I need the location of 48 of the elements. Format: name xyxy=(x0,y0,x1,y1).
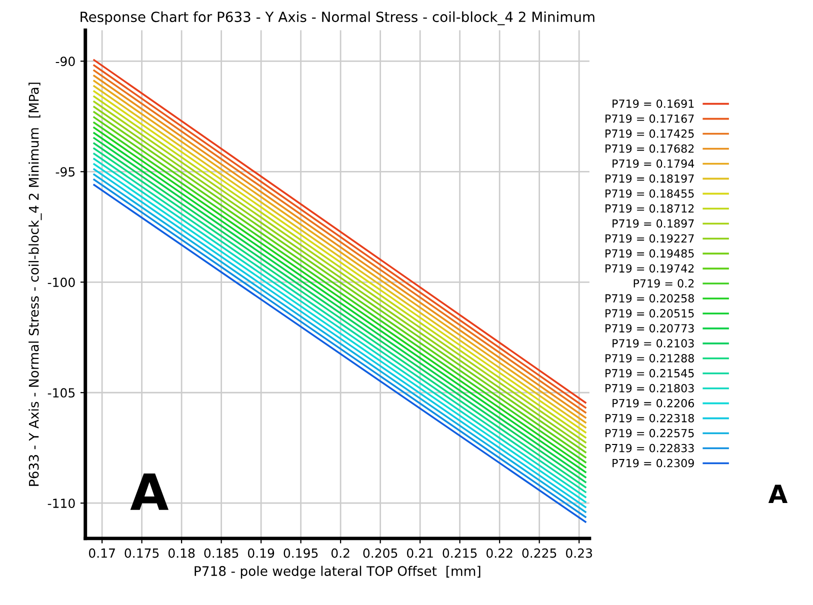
y-tick-label: -100 xyxy=(48,278,75,288)
x-tick-label: 0.185 xyxy=(204,548,238,558)
legend-label: P719 = 0.20258 xyxy=(606,294,694,303)
x-tick-label: 0.18 xyxy=(168,548,195,558)
legend-label: P719 = 0.1691 xyxy=(612,99,694,108)
legend-label: P719 = 0.22833 xyxy=(606,444,694,452)
text: A xyxy=(768,484,788,503)
y-tick-label: -105 xyxy=(48,388,75,398)
x-tick-label: 0.19 xyxy=(248,548,274,558)
legend-label: P719 = 0.2309 xyxy=(612,458,694,468)
x-tick-label: 0.215 xyxy=(442,548,477,558)
legend-label: P719 = 0.20773 xyxy=(606,324,694,332)
x-tick-label: 0.2 xyxy=(331,548,350,558)
legend-label: P719 = 0.20515 xyxy=(606,309,694,318)
chart-title: Response Chart for P633 - Y Axis - Normal Stress - coil-block_4 2 Minimum xyxy=(80,11,594,26)
x-tick-label: 0.17 xyxy=(88,548,115,558)
legend-label: P719 = 0.17167 xyxy=(606,114,694,123)
legend-label: P719 = 0.17425 xyxy=(606,129,694,138)
legend-label: P719 = 0.2206 xyxy=(612,398,694,408)
legend-label: P719 = 0.1794 xyxy=(612,159,694,168)
legend-label: P719 = 0.21803 xyxy=(606,384,694,392)
legend-label: P719 = 0.17682 xyxy=(606,144,694,153)
legend-label: P719 = 0.1897 xyxy=(612,219,694,228)
legend-label: P719 = 0.18455 xyxy=(606,189,694,198)
x-tick-label: 0.225 xyxy=(522,548,556,558)
x-tick-label: 0.22 xyxy=(486,548,512,558)
legend-label: P719 = 0.19227 xyxy=(606,234,694,243)
x-tick-label: 0.23 xyxy=(566,548,592,558)
legend-label: P719 = 0.21288 xyxy=(606,354,694,362)
annotation: A xyxy=(130,473,169,510)
legend-label: P719 = 0.22575 xyxy=(606,428,694,438)
y-tick-label: -90 xyxy=(56,56,75,66)
y-tick-label: -95 xyxy=(56,167,75,177)
x-tick-label: 0.21 xyxy=(406,548,433,558)
legend-label: P719 = 0.18712 xyxy=(606,204,694,213)
x-tick-label: 0.175 xyxy=(124,548,159,558)
x-tick-label: 0.205 xyxy=(363,548,398,558)
legend-label: P719 = 0.22318 xyxy=(606,414,694,422)
legend-label: P719 = 0.2103 xyxy=(612,339,694,348)
legend-label: P719 = 0.19485 xyxy=(606,249,694,258)
legend-label: P719 = 0.2 xyxy=(634,279,694,288)
x-axis-title: P718 - pole wedge lateral TOP Offset [mm] xyxy=(194,566,480,579)
legend-label: P719 = 0.21545 xyxy=(606,369,694,378)
y-axis-title: P633 - Y Axis - Normal Stress - coil-block_4 2 Minimum [MPa] xyxy=(28,82,42,486)
legend-label: P719 = 0.18197 xyxy=(606,174,694,183)
legend-label: P719 = 0.19742 xyxy=(606,264,694,273)
y-tick-label: -110 xyxy=(48,498,75,508)
x-tick-label: 0.195 xyxy=(284,548,318,558)
